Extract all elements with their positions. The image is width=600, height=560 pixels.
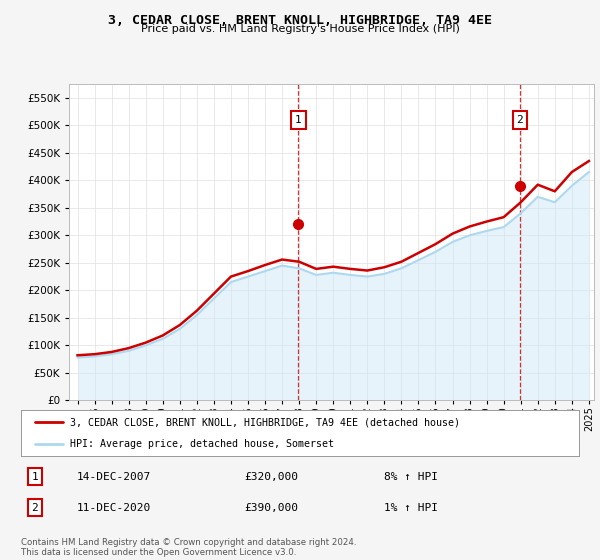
Text: 1% ↑ HPI: 1% ↑ HPI	[384, 503, 438, 513]
Text: Price paid vs. HM Land Registry's House Price Index (HPI): Price paid vs. HM Land Registry's House …	[140, 24, 460, 34]
Text: 1: 1	[32, 472, 38, 482]
Text: 1: 1	[295, 115, 302, 125]
Text: HPI: Average price, detached house, Somerset: HPI: Average price, detached house, Some…	[70, 439, 334, 449]
Text: £390,000: £390,000	[244, 503, 298, 513]
Text: Contains HM Land Registry data © Crown copyright and database right 2024.
This d: Contains HM Land Registry data © Crown c…	[21, 538, 356, 557]
Text: 8% ↑ HPI: 8% ↑ HPI	[384, 472, 438, 482]
Text: £320,000: £320,000	[244, 472, 298, 482]
Text: 11-DEC-2020: 11-DEC-2020	[77, 503, 151, 513]
Text: 3, CEDAR CLOSE, BRENT KNOLL, HIGHBRIDGE, TA9 4EE (detached house): 3, CEDAR CLOSE, BRENT KNOLL, HIGHBRIDGE,…	[70, 417, 460, 427]
Text: 3, CEDAR CLOSE, BRENT KNOLL, HIGHBRIDGE, TA9 4EE: 3, CEDAR CLOSE, BRENT KNOLL, HIGHBRIDGE,…	[108, 14, 492, 27]
Text: 14-DEC-2007: 14-DEC-2007	[77, 472, 151, 482]
Text: 2: 2	[517, 115, 523, 125]
Text: 2: 2	[32, 503, 38, 513]
